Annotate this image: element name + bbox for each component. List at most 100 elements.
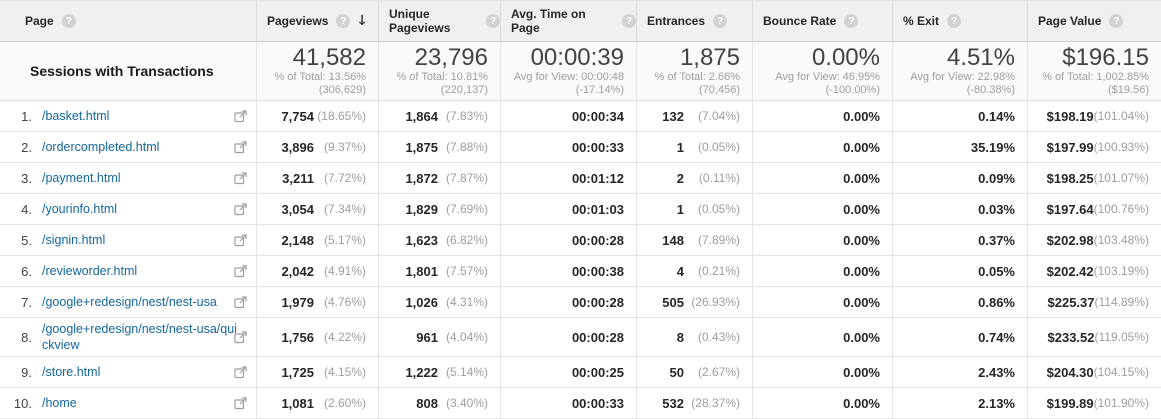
- entrances-value: 148: [662, 232, 684, 248]
- help-icon[interactable]: ?: [486, 14, 500, 28]
- page-value-percent: (103.48%): [1093, 233, 1149, 247]
- avg-time-value: 00:00:28: [571, 232, 624, 248]
- open-page-icon[interactable]: [234, 366, 247, 379]
- row-number: 10.: [13, 395, 32, 411]
- help-icon[interactable]: ?: [844, 14, 859, 28]
- page-link[interactable]: /google+redesign/nest/nest-usa/quickview: [42, 322, 237, 352]
- table-row: 1. /basket.html 7,754 (18.65%) 1,864 (7.…: [0, 101, 1161, 132]
- bounce-rate-cell: 0.00%: [752, 194, 892, 224]
- page-link[interactable]: /store.html: [42, 365, 101, 379]
- avg-time-value: 00:00:38: [571, 263, 624, 279]
- page-link[interactable]: /yourinfo.html: [42, 202, 118, 216]
- unique-pageviews-value: 1,864: [405, 108, 438, 124]
- pct-exit-cell: 0.86%: [892, 287, 1027, 317]
- open-page-icon[interactable]: [234, 331, 247, 344]
- page-link[interactable]: /google+redesign/nest/nest-usa: [42, 295, 217, 309]
- avg-time-cell: 00:00:28: [500, 318, 636, 356]
- unique-pageviews-percent: (7.87%): [445, 171, 488, 185]
- open-page-icon[interactable]: [234, 265, 247, 278]
- summary-pct-of-total: % of Total: 1,002.85%: [1042, 71, 1149, 83]
- entrances-percent: (0.43%): [697, 330, 740, 344]
- pageviews-cell: 1,725 (4.15%): [256, 357, 378, 387]
- pageviews-value: 1,756: [281, 329, 314, 345]
- help-icon[interactable]: ?: [713, 14, 728, 28]
- open-page-icon[interactable]: [234, 234, 247, 247]
- page-link[interactable]: /revieworder.html: [42, 264, 138, 278]
- row-number: 9.: [21, 364, 32, 380]
- pageviews-value: 1,081: [281, 395, 314, 411]
- pageviews-percent: (7.72%): [323, 171, 366, 185]
- column-header-pageviews[interactable]: Pageviews ? ↓: [256, 1, 378, 41]
- help-icon[interactable]: ?: [1109, 14, 1124, 28]
- column-header-page-value[interactable]: Page Value ?: [1027, 1, 1161, 41]
- pct-exit-cell: 0.09%: [892, 163, 1027, 193]
- open-page-icon[interactable]: [234, 141, 247, 154]
- page-link[interactable]: /home: [42, 396, 77, 410]
- column-label: Unique Pageviews: [389, 7, 451, 35]
- column-header-unique-pageviews[interactable]: Unique Pageviews ?: [378, 1, 500, 41]
- pct-exit-value: 2.13%: [978, 395, 1015, 411]
- summary-bounce-rate-cell: 0.00% Avg for View: 46.95% (-100.00%): [752, 42, 892, 100]
- column-label: Avg. Time on Page: [511, 7, 586, 35]
- page-link[interactable]: /ordercompleted.html: [42, 140, 160, 154]
- page-value-value: $233.52: [1047, 329, 1095, 345]
- open-page-icon[interactable]: [234, 110, 247, 123]
- segment-label: Sessions with Transactions: [30, 63, 214, 79]
- page-value-cell: $225.37 (114.89%): [1027, 287, 1161, 317]
- sort-descending-icon[interactable]: ↓: [356, 13, 368, 29]
- bounce-rate-cell: 0.00%: [752, 287, 892, 317]
- pageviews-cell: 1,756 (4.22%): [256, 318, 378, 356]
- page-cell: 3. /payment.html: [0, 163, 256, 193]
- pageviews-percent: (5.17%): [323, 233, 366, 247]
- table-header: Page ? Pageviews ? ↓ Unique Pageviews ? …: [0, 1, 1161, 42]
- column-header-page[interactable]: Page ?: [0, 1, 256, 41]
- bounce-rate-cell: 0.00%: [752, 388, 892, 418]
- column-header-entrances[interactable]: Entrances ?: [636, 1, 752, 41]
- column-header-pct-exit[interactable]: % Exit ?: [892, 1, 1027, 41]
- open-page-icon[interactable]: [234, 172, 247, 185]
- open-page-icon[interactable]: [234, 203, 247, 216]
- unique-pageviews-cell: 1,623 (6.82%): [378, 225, 500, 255]
- bounce-rate-value: 0.00%: [843, 395, 880, 411]
- column-header-avg-time-on-page[interactable]: Avg. Time on Page ?: [500, 1, 636, 41]
- bounce-rate-value: 0.00%: [843, 294, 880, 310]
- summary-avg-for-view: Avg for View: 00:00:48: [513, 71, 624, 83]
- pct-exit-value: 0.37%: [978, 232, 1015, 248]
- help-icon[interactable]: ?: [622, 14, 636, 28]
- help-icon[interactable]: ?: [61, 14, 76, 28]
- help-icon[interactable]: ?: [336, 14, 351, 28]
- page-link[interactable]: /basket.html: [42, 109, 110, 123]
- row-number: 3.: [21, 170, 32, 186]
- summary-value: 00:00:39: [530, 44, 624, 71]
- avg-time-value: 00:00:33: [571, 395, 624, 411]
- page-link[interactable]: /signin.html: [42, 233, 106, 247]
- page-value-percent: (100.76%): [1093, 202, 1149, 216]
- bounce-rate-cell: 0.00%: [752, 132, 892, 162]
- open-page-icon[interactable]: [234, 397, 247, 410]
- unique-pageviews-percent: (7.88%): [445, 140, 488, 154]
- unique-pageviews-cell: 1,872 (7.87%): [378, 163, 500, 193]
- summary-entrances-cell: 1,875 % of Total: 2.66% (70,456): [636, 42, 752, 100]
- column-header-bounce-rate[interactable]: Bounce Rate ?: [752, 1, 892, 41]
- page-link[interactable]: /payment.html: [42, 171, 121, 185]
- pageviews-percent: (4.76%): [323, 295, 366, 309]
- pageviews-cell: 2,148 (5.17%): [256, 225, 378, 255]
- help-icon[interactable]: ?: [947, 14, 962, 28]
- avg-time-value: 00:00:25: [571, 364, 624, 380]
- entrances-cell: 1 (0.05%): [636, 194, 752, 224]
- summary-unique-pageviews-cell: 23,796 % of Total: 10.81% (220,137): [378, 42, 500, 100]
- unique-pageviews-percent: (7.57%): [445, 264, 488, 278]
- bounce-rate-cell: 0.00%: [752, 318, 892, 356]
- avg-time-value: 00:00:33: [571, 139, 624, 155]
- table-row: 2. /ordercompleted.html 3,896 (9.37%) 1,…: [0, 132, 1161, 163]
- pageviews-value: 1,979: [281, 294, 314, 310]
- summary-pct-of-total: % of Total: 13.56%: [274, 71, 366, 83]
- unique-pageviews-value: 1,801: [405, 263, 438, 279]
- avg-time-cell: 00:00:34: [500, 101, 636, 131]
- page-value-cell: $202.98 (103.48%): [1027, 225, 1161, 255]
- avg-time-cell: 00:00:38: [500, 256, 636, 286]
- page-value-value: $197.99: [1046, 139, 1094, 155]
- open-page-icon[interactable]: [234, 296, 247, 309]
- entrances-percent: (28.37%): [691, 396, 740, 410]
